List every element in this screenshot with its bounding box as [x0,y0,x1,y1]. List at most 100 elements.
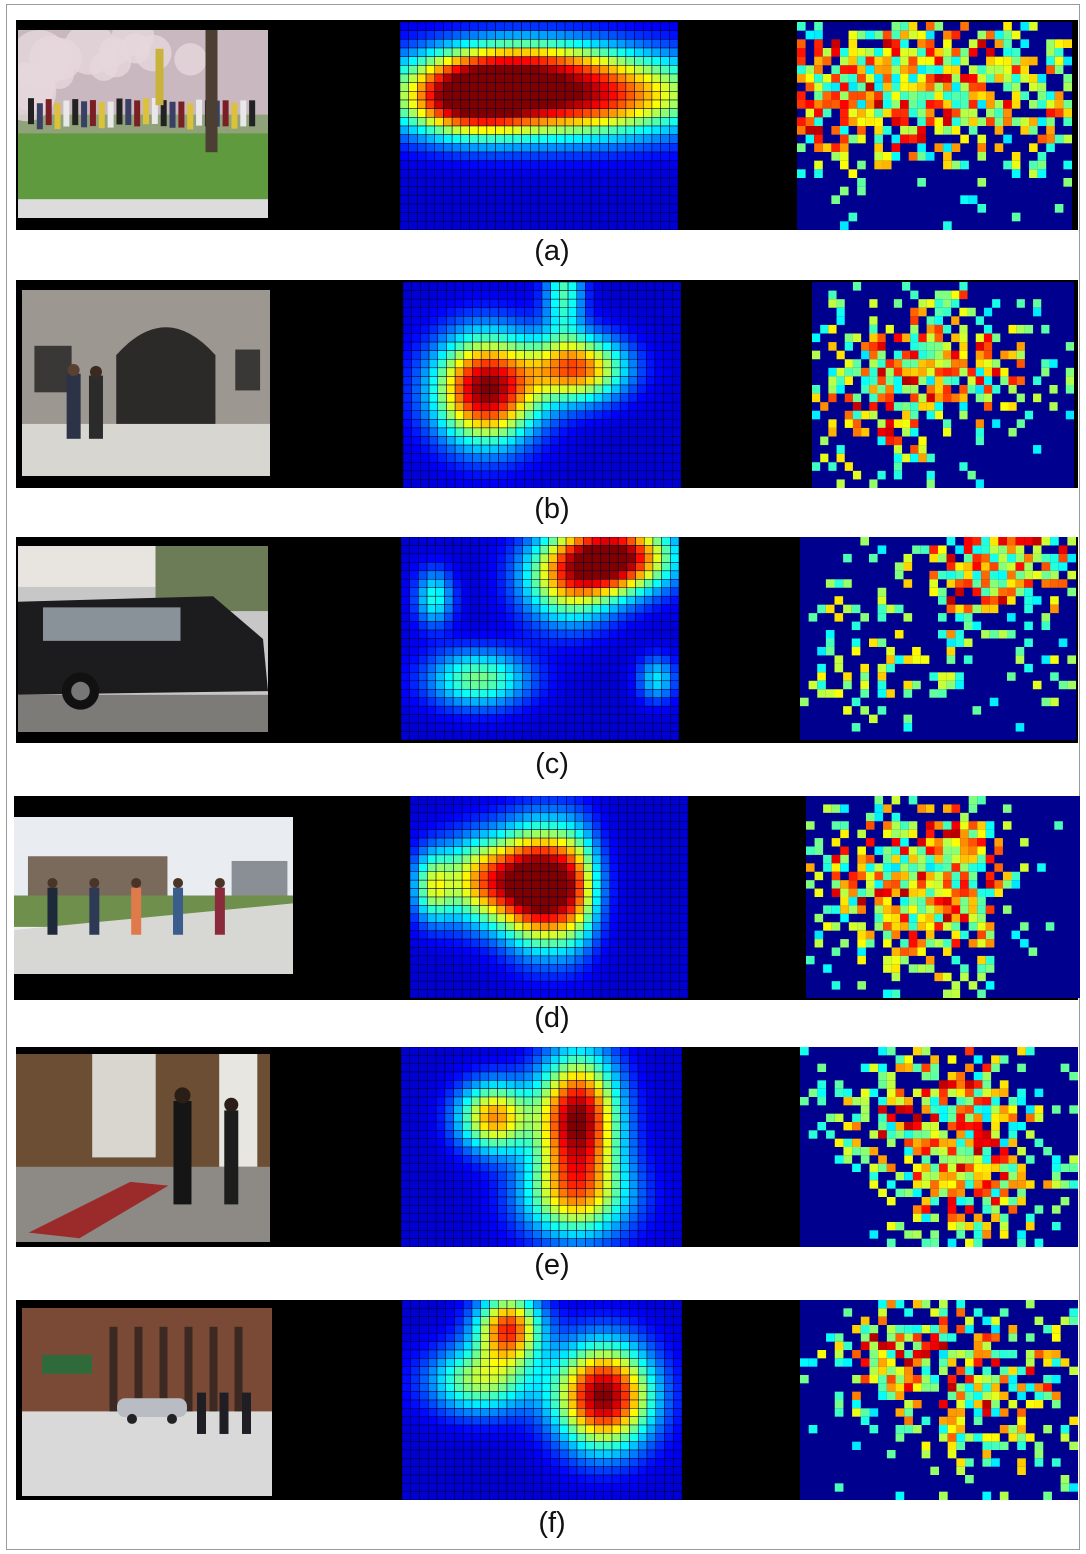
heatmap-cell [602,1130,613,1139]
heatmap-cell [418,705,428,715]
heatmap-cell [411,479,421,488]
heatmap-cell [470,629,480,639]
heatmap-cell [540,854,550,864]
heatmap-cell [635,621,645,631]
sparse-cell [934,100,944,109]
heatmap-cell [654,401,664,412]
heatmap-cell [470,1071,481,1081]
heatmap-cell [460,177,470,187]
heatmap-cell [593,1113,604,1123]
heatmap-cell [427,1088,437,1098]
heatmap-cell [602,479,612,488]
heatmap-cell [585,1146,595,1156]
heatmap-cell [629,1188,639,1198]
heatmap-cell [628,298,638,309]
heatmap-cell [463,410,473,420]
heatmap-cell [428,290,439,300]
sparse-cell [968,854,978,864]
heatmap-cell [602,350,612,360]
sparse-cell [902,402,911,411]
heatmap-cell [556,73,566,83]
sparse-cell [968,871,978,881]
heatmap-cell [558,1205,569,1214]
heatmap-cell [472,393,482,403]
heatmap-cell [401,1055,411,1064]
heatmap-cell [506,1146,516,1156]
heatmap-cell [498,419,508,429]
heatmap-cell [576,341,586,351]
heatmap-cell [428,419,439,429]
heatmap-cell [513,854,524,864]
heatmap-cell [669,65,678,75]
heatmap-cell [504,553,515,563]
heatmap-cell [642,108,653,118]
heatmap-cell [609,655,619,665]
heatmap-cell [437,341,447,351]
heatmap-cell [401,1171,411,1181]
heatmap-cell [672,1113,682,1123]
sparse-cell [891,905,901,914]
heatmap-cell [418,604,428,614]
heatmap-cell [573,221,583,230]
heatmap-cell [403,436,412,446]
heatmap-cell [642,221,653,230]
heatmap-cell [583,688,593,698]
heatmap-cell [435,722,445,732]
heatmap-cell [513,896,524,906]
heatmap-cell [451,134,462,144]
sparse-cell [877,680,887,690]
heatmap-cell [417,134,427,144]
heatmap-cell [443,169,453,179]
heatmap-cell [418,722,428,732]
heatmap-cell [585,436,595,446]
heatmap-cell [454,367,465,377]
heatmap-cell [487,537,497,546]
heatmap-cell [515,393,525,403]
heatmap-cell [559,470,569,480]
heatmap-cell [661,646,671,656]
heatmap-cell [496,837,506,847]
heatmap-cell [514,1121,525,1131]
heatmap-cell [629,1047,639,1056]
heatmap-cell [451,65,462,75]
heatmap-cell [620,1163,630,1173]
heatmap-cell [472,401,482,412]
heatmap-cell [401,612,410,622]
heatmap-cell [651,82,661,92]
heatmap-cell [626,796,637,805]
heatmap-cell [547,169,557,179]
sparse-cell [865,65,875,74]
heatmap-cell [417,125,427,135]
sparse-cell [910,350,919,360]
heatmap-cell [669,212,678,222]
heatmap-cell [409,1155,419,1164]
heatmap-cell [531,804,541,814]
sparse-cell [797,91,806,100]
heatmap-cell [637,316,647,326]
heatmap-cell [409,1063,419,1073]
heatmap-cell [496,930,506,940]
heatmap-cell [557,854,567,864]
sparse-cell [1046,143,1055,152]
heatmap-cell [411,470,421,480]
heatmap-cell [444,980,454,990]
heatmap-cell [418,989,428,998]
heatmap-cell [559,453,569,463]
heatmap-cell [619,444,630,454]
heatmap-cell [611,384,621,394]
heatmap-cell [557,796,567,805]
heatmap-cell [401,697,410,707]
heatmap-cell [591,672,602,682]
sparse-cell [910,307,919,317]
heatmap-cell [460,22,470,31]
heatmap-cell [522,688,532,698]
heatmap-cell [617,697,628,707]
sparse-cell [977,922,986,931]
sparse-cell [831,152,840,161]
heatmap-cell [618,972,628,982]
sparse-cell [874,846,884,855]
heatmap-cell [426,705,437,715]
heatmap-cell [583,879,593,889]
heatmap-cell [540,964,550,974]
heatmap-cell [521,73,531,83]
